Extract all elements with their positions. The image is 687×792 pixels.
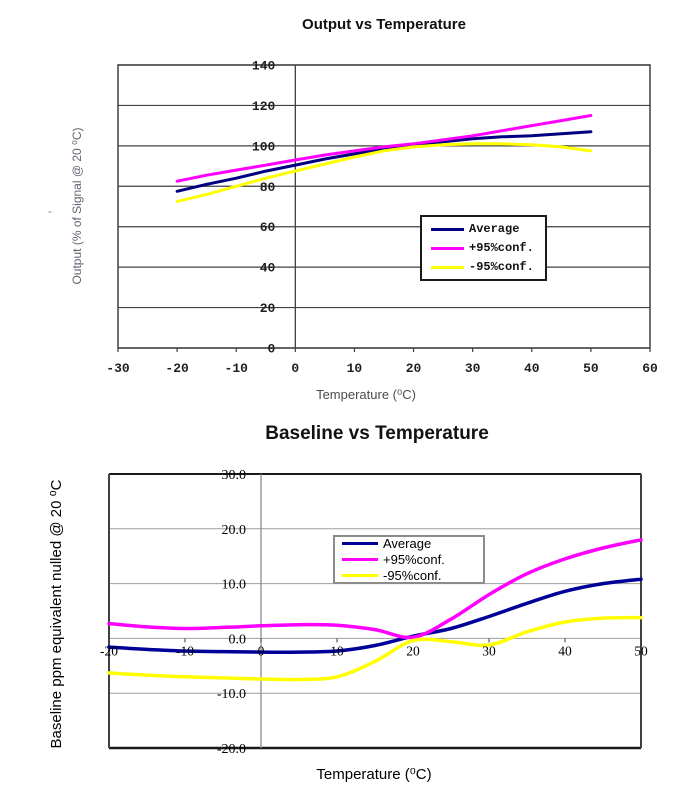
plus95conf-line-swatch [431,246,464,250]
legend-label: +95%conf. [469,241,534,255]
x-tick-label: 10 [330,643,344,658]
y-tick-label: 30.0 [222,468,247,483]
legend-item-average: Average [431,222,545,236]
chart2-y-axis-title: Baseline ppm equivalent nulled @ 20 ⁰C [48,479,65,749]
legend-label: -95%conf. [469,260,534,274]
x-tick-label: -10 [225,361,249,376]
legend-label: -95%conf. [383,568,442,583]
baseline-vs-temperature-plot: 30.0 20.0 10.0 0.0 -10.0 -20.0 -20 -10 0 10 20 30 40… [100,468,648,757]
average-line-swatch [342,542,378,545]
chart2-legend: Average +95%conf. -95%conf. [333,535,485,584]
y-tick-label: 20.0 [222,523,247,538]
average-line-swatch [431,227,464,231]
x-tick-label: 30 [465,361,481,376]
series-line-95conf [107,615,643,682]
minus95conf-line-swatch [342,574,378,577]
y-tick-label: 80 [260,180,276,195]
legend-item-average: Average [342,536,483,551]
legend-item-minus95conf: -95%conf. [431,260,545,274]
y-tick-label: 120 [252,99,276,114]
y-tick-label: -20.0 [217,742,246,757]
legend-label: +95%conf. [383,552,445,567]
chart1-legend: Average +95%conf. -95%conf. [420,215,547,281]
stray-dash: - [48,204,52,218]
series-line-95conf [107,538,643,640]
y-tick-label: -10.0 [217,687,246,702]
series-line-average [107,577,643,654]
y-tick-label: 100 [252,139,276,154]
plot-border [117,64,651,349]
x-tick-label: 0 [291,361,299,376]
legend-item-minus95conf: -95%conf. [342,568,483,583]
x-tick-label: 10 [347,361,363,376]
x-tick-label: -30 [106,361,130,376]
y-tick-label: 10.0 [222,578,247,593]
chart2-title: Baseline vs Temperature [265,423,489,444]
chart1-x-axis-title: Temperature (⁰C) [316,387,416,402]
y-tick-label: 20 [260,301,276,316]
legend-label: Average [383,536,432,551]
series-line-95conf [175,142,593,203]
x-tick-label: 0 [258,643,265,658]
x-tick-label: 20 [406,361,422,376]
x-tick-label: 30 [482,643,496,658]
minus95conf-line-swatch [431,265,464,269]
x-tick-label: 40 [524,361,540,376]
output-vs-temperature-plot: 0 20 40 60 80 100 120 140 -30 -20 -10 0 10 20 30 40 50 60 [106,59,658,377]
legend-item-plus95conf: +95%conf. [431,241,545,255]
x-tick-label: 60 [642,361,658,376]
series-line-95conf [175,114,593,183]
series-line-average [175,130,593,193]
x-tick-label: -20 [100,643,118,658]
chart1-title: Output vs Temperature [302,16,466,33]
chart1-y-axis-title: Output (% of Signal @ 20 ⁰C) [70,127,84,285]
x-tick-label: -10 [176,643,194,658]
y-tick-label: 0.0 [229,632,247,647]
plus95conf-line-swatch [342,558,378,561]
y-tick-label: 60 [260,220,276,235]
y-tick-label: 0 [268,342,276,357]
legend-item-plus95conf: +95%conf. [342,552,483,567]
y-tick-label: 140 [252,59,276,74]
x-tick-label: 40 [558,643,572,658]
y-tick-label: 40 [260,261,276,276]
legend-label: Average [469,222,520,236]
x-tick-label: 50 [634,643,648,658]
x-tick-label: 20 [406,643,420,658]
x-tick-label: 50 [583,361,599,376]
chart2-x-axis-title: Temperature (⁰C) [316,766,432,783]
x-tick-label: -20 [165,361,189,376]
